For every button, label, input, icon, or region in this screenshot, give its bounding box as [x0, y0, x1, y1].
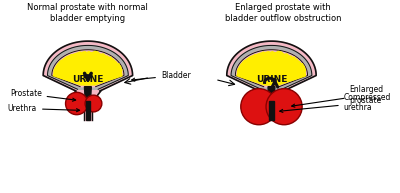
Polygon shape: [231, 45, 312, 89]
Circle shape: [266, 89, 302, 125]
Text: Urethra: Urethra: [8, 104, 80, 113]
Text: Enlarged
prostate: Enlarged prostate: [292, 85, 384, 107]
Polygon shape: [235, 50, 308, 87]
Text: Enlarged prostate with
bladder outflow obstruction: Enlarged prostate with bladder outflow o…: [225, 3, 342, 23]
Text: Normal prostate with normal
bladder emptying: Normal prostate with normal bladder empt…: [28, 3, 148, 23]
Polygon shape: [52, 50, 124, 87]
Polygon shape: [86, 101, 90, 120]
Polygon shape: [268, 87, 275, 101]
Polygon shape: [84, 87, 91, 101]
Polygon shape: [75, 91, 101, 101]
Polygon shape: [48, 45, 128, 89]
Circle shape: [85, 95, 102, 112]
Polygon shape: [237, 51, 306, 85]
Text: Bladder: Bladder: [132, 71, 191, 81]
Circle shape: [241, 89, 277, 125]
Polygon shape: [227, 41, 316, 91]
Text: Prostate: Prostate: [10, 89, 76, 101]
Text: URINE: URINE: [256, 75, 287, 84]
Polygon shape: [43, 41, 132, 91]
Polygon shape: [267, 101, 276, 120]
Polygon shape: [53, 51, 122, 85]
Text: Compressed
urethra: Compressed urethra: [280, 93, 391, 112]
Text: URINE: URINE: [72, 75, 104, 84]
Polygon shape: [258, 91, 284, 101]
Circle shape: [66, 92, 88, 115]
Polygon shape: [269, 101, 274, 120]
Polygon shape: [84, 101, 92, 120]
